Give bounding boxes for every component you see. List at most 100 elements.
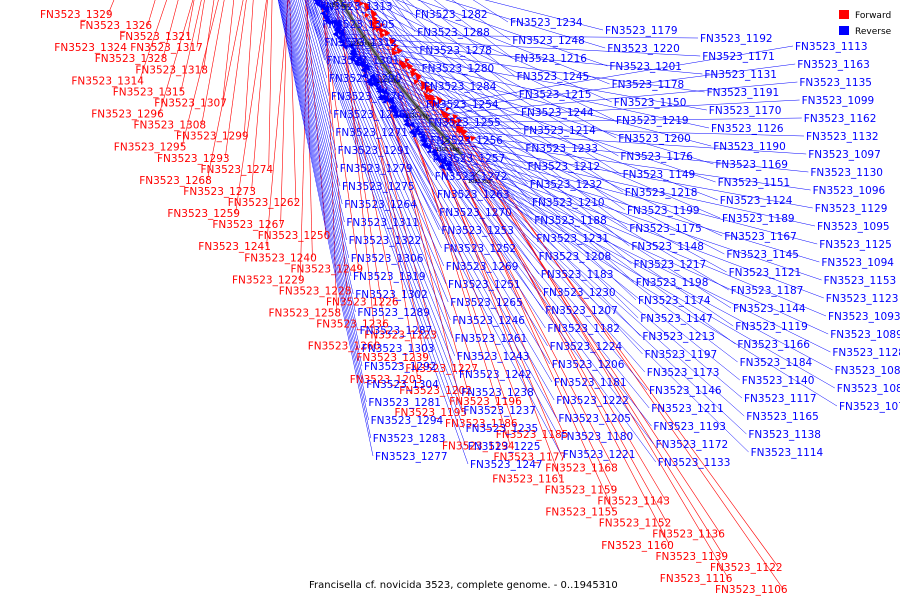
reverse-gene-label: FN3523_1305 [322,19,395,31]
reverse-gene-label: FN3523_1271 [335,127,408,139]
reverse-leader-line [442,160,833,371]
gene-labels: FN3523_1329FN3523_1326FN3523_1321FN3523_… [40,1,900,596]
forward-gene-label: FN3523_1260 [308,341,381,353]
reverse-gene-label: FN3523_1140 [742,375,815,387]
forward-gene-arrow [452,114,459,120]
reverse-gene-label: FN3523_1150 [614,97,687,109]
legend-forward-swatch [839,10,849,19]
reverse-gene-label: FN3523_1265 [450,297,523,309]
forward-gene-label: FN3523_1227 [405,363,478,375]
reverse-gene-label: FN3523_1200 [618,133,691,145]
reverse-leader-line [351,0,533,221]
reverse-gene-label: FN3523_1114 [751,447,824,459]
forward-leader-line [251,0,268,191]
reverse-gene-label: FN3523_1089 [830,329,900,341]
reverse-gene-label: FN3523_1181 [554,377,627,389]
reverse-leader-line [357,0,617,139]
forward-gene-label: FN3523_1328 [95,53,168,65]
forward-gene-arrow [393,43,399,49]
reverse-leader-line [333,0,544,311]
reverse-leader-line [365,70,725,255]
reverse-gene-arrow [367,81,374,87]
reverse-gene-label: FN3523_1270 [439,207,512,219]
reverse-leader-line [397,45,794,113]
reverse-gene-label: FN3523_1119 [735,321,808,333]
forward-gene-arrow [377,25,385,35]
forward-gene-label: FN3523_1321 [119,31,192,43]
forward-leader-line [196,0,205,48]
forward-leader-line [354,0,419,379]
reverse-gene-arrow [438,157,444,164]
tick-mark [356,35,366,42]
reverse-gene-label: FN3523_1207 [545,305,618,317]
forward-gene-label: FN3523_1159 [545,485,618,497]
reverse-leader-line [344,40,703,75]
reverse-gene-label: FN3523_1277 [375,451,448,463]
reverse-gene-label: FN3523_1243 [457,351,530,363]
reverse-gene-label: FN3523_1113 [795,41,868,53]
reverse-leader-line [310,0,458,375]
reverse-gene-label: FN3523_1263 [437,189,510,201]
forward-gene-label: FN3523_1329 [40,9,113,21]
forward-leader-line [222,0,235,103]
forward-gene-label: FN3523_1116 [660,573,733,585]
reverse-leader-line [294,0,339,169]
reverse-leader-line [304,0,469,465]
reverse-gene-label: FN3523_1264 [344,199,417,211]
reverse-leader-line [429,147,822,281]
reverse-leader-line [383,0,418,51]
reverse-leader-line [385,0,522,131]
reverse-gene-label: FN3523_1131 [704,69,777,81]
kbp-ticks: 1340 kbp1320 kbp1300 kbp1280 kbp1260 kbp… [326,0,491,185]
reverse-leader-line [285,0,352,277]
reverse-gene-label: FN3523_1129 [815,203,888,215]
forward-leader-line [374,24,514,424]
forward-gene-arrow [355,0,361,5]
forward-gene-arrow [373,17,380,26]
reverse-gene-label: FN3523_1319 [353,271,426,283]
reverse-gene-arrow [438,162,447,171]
forward-gene-label: FN3523_1258 [269,308,342,320]
reverse-gene-arrow [363,62,369,68]
reverse-gene-label: FN3523_1095 [817,221,890,233]
reverse-gene-label: FN3523_1256 [430,135,503,147]
reverse-gene-label: FN3523_1174 [638,295,711,307]
reverse-gene-label: FN3523_1184 [740,357,813,369]
forward-gene-label: FN3523_1186 [445,418,518,430]
forward-gene-label: FN3523_1267 [212,219,285,231]
tick-mark [332,0,339,4]
forward-gene-label: FN3523_1143 [597,496,670,508]
reverse-leader-line [405,99,800,121]
reverse-leader-line [383,94,743,399]
reverse-gene-arrow [372,81,379,88]
reverse-leader-line [281,0,363,367]
forward-gene-arrow [409,70,417,78]
reverse-gene-label: FN3523_1220 [607,43,680,55]
reverse-gene-arrow [396,112,402,118]
reverse-gene-arrow [340,41,346,49]
reverse-gene-label: FN3523_1165 [746,411,819,423]
reverse-leader-line [291,0,343,205]
reverse-gene-label: FN3523_1099 [802,95,875,107]
forward-leader-line [472,143,784,590]
reverse-leader-line [484,0,604,31]
reverse-leader-line [359,61,718,201]
reverse-gene-label: FN3523_1281 [368,397,441,409]
reverse-gene-label: FN3523_1178 [612,79,685,91]
reverse-gene-label: FN3523_1235 [466,423,539,435]
reverse-gene-label: FN3523_1176 [620,151,693,163]
reverse-gene-label: FN3523_1097 [808,149,881,161]
reverse-leader-line [321,0,557,419]
reverse-gene-label: FN3523_1169 [715,159,788,171]
reverse-gene-label: FN3523_1193 [653,421,726,433]
reverse-gene-label: FN3523_1230 [543,287,616,299]
forward-gene-arrow [359,1,365,7]
reverse-gene-label: FN3523_1166 [737,339,810,351]
reverse-leader-line [396,0,610,85]
reverse-gene-arrow [361,72,367,79]
reverse-gene-label: FN3523_1126 [711,123,784,135]
tick-mark [382,71,392,78]
reverse-gene-label: FN3523_1144 [733,303,806,315]
forward-gene-label: FN3523_1236 [316,319,389,331]
reverse-gene-label: FN3523_1214 [523,125,596,137]
